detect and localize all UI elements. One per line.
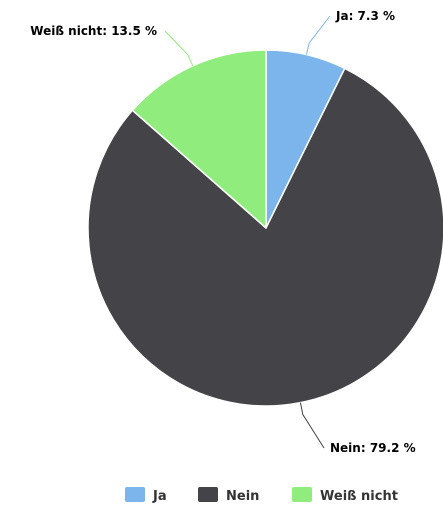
legend-label-ja: Ja [152, 489, 167, 504]
pie-slices [87, 49, 443, 407]
data-labels: Ja: 7.3 % Nein: 79.2 % Weiß nicht: 13.5 … [30, 9, 415, 455]
legend-item-weiss-nicht[interactable]: Weiß nicht [292, 487, 398, 504]
connector-nein [299, 402, 325, 449]
legend-swatch-nein [198, 487, 218, 502]
legend-swatch-weiss-nicht [292, 487, 312, 502]
data-label-weiss-nicht: Weiß nicht: 13.5 % [30, 24, 157, 38]
legend-item-ja[interactable]: Ja [125, 487, 167, 504]
legend-label-weiss-nicht: Weiß nicht [320, 489, 398, 504]
legend: Ja Nein Weiß nicht [125, 487, 398, 504]
label-connectors [164, 15, 331, 449]
connector-ja [305, 15, 331, 55]
data-label-nein: Nein: 79.2 % [330, 441, 416, 455]
legend-item-nein[interactable]: Nein [198, 487, 259, 504]
data-label-ja: Ja: 7.3 % [335, 9, 395, 23]
legend-label-nein: Nein [226, 489, 259, 504]
connector-weiss-nicht [164, 30, 194, 66]
pie-slice-nein[interactable] [87, 67, 443, 407]
legend-swatch-ja [125, 487, 145, 502]
